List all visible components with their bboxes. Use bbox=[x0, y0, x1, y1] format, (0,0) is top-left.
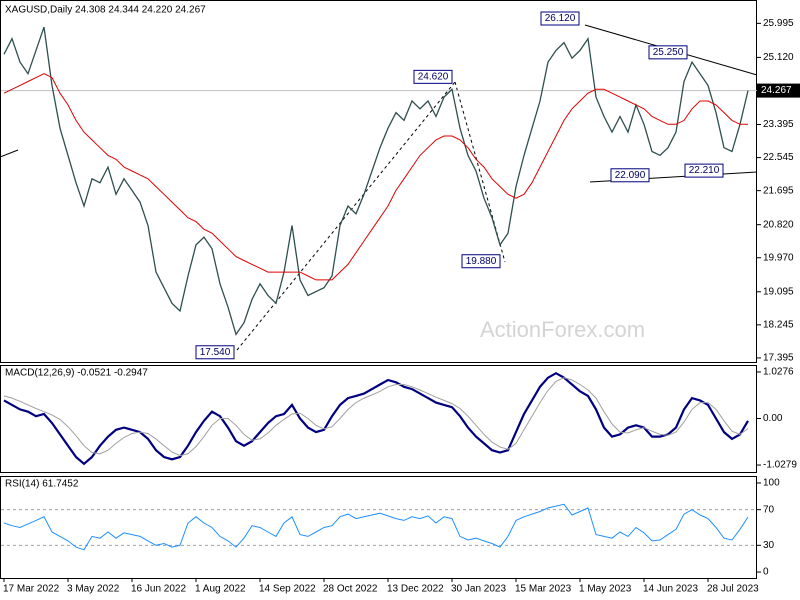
x-tick-label: 1 May 2023 bbox=[579, 584, 632, 595]
x-tick-label: 15 Mar 2023 bbox=[515, 584, 572, 595]
annotation-label: 24.620 bbox=[418, 71, 449, 82]
annotation-box bbox=[684, 163, 724, 178]
y-tick-label: 22.545 bbox=[763, 152, 794, 163]
y-tick-label: 19.095 bbox=[763, 286, 794, 297]
annotation-label: 22.210 bbox=[689, 165, 720, 176]
annotation-box bbox=[461, 254, 501, 269]
y-tick-label: 25.995 bbox=[763, 18, 794, 29]
x-tick-label: 17 Mar 2022 bbox=[3, 584, 60, 595]
series-line bbox=[3, 503, 749, 551]
x-tick-label: 14 Jun 2023 bbox=[643, 584, 698, 595]
series-line bbox=[3, 377, 749, 457]
series-line bbox=[3, 73, 748, 281]
annotation-label: 19.880 bbox=[466, 256, 497, 267]
annotation-label: 22.090 bbox=[615, 170, 646, 181]
y-tick-label: 70 bbox=[763, 504, 775, 515]
x-tick-label: 14 Sep 2022 bbox=[259, 584, 316, 595]
series-line bbox=[3, 26, 749, 336]
x-tick-label: 1 Aug 2022 bbox=[195, 584, 246, 595]
annotation-label: 25.250 bbox=[653, 47, 684, 58]
x-tick-label: 13 Dec 2022 bbox=[387, 584, 444, 595]
y-tick-label: 0 bbox=[763, 567, 769, 578]
trend-line bbox=[0, 149, 19, 158]
y-tick-label: 21.695 bbox=[763, 185, 794, 196]
annotation-box bbox=[413, 69, 453, 84]
price-title: XAGUSD,Daily 24.308 24.344 24.220 24.267 bbox=[5, 5, 206, 16]
annotation-box bbox=[610, 168, 650, 183]
y-tick-label: 0.00 bbox=[763, 413, 783, 424]
y-tick-label: 17.395 bbox=[763, 353, 794, 364]
dashed-line bbox=[454, 81, 506, 263]
y-tick-label: 19.970 bbox=[763, 252, 794, 263]
macd-title: MACD(12,26,9) -0.0521 -0.2947 bbox=[5, 368, 148, 379]
x-tick-label: 3 May 2022 bbox=[67, 584, 120, 595]
rsi-panel bbox=[0, 476, 757, 579]
annotation-box bbox=[648, 45, 688, 60]
x-tick-label: 16 Jun 2022 bbox=[131, 584, 186, 595]
watermark: ActionForex.com bbox=[480, 317, 645, 342]
macd-panel bbox=[0, 365, 757, 473]
price-label: 24.267 bbox=[761, 85, 792, 96]
annotation-box bbox=[195, 345, 235, 360]
y-tick-label: 18.245 bbox=[763, 319, 794, 330]
price-box bbox=[757, 83, 800, 98]
annotation-label: 26.120 bbox=[545, 13, 576, 24]
price-panel bbox=[0, 0, 757, 363]
y-tick-label: 20.820 bbox=[763, 219, 794, 230]
y-tick-label: 100 bbox=[763, 478, 780, 489]
y-tick-label: 25.120 bbox=[763, 52, 794, 63]
annotation-box bbox=[540, 11, 580, 26]
series-line bbox=[3, 371, 749, 466]
x-tick-label: 30 Jan 2023 bbox=[451, 584, 506, 595]
x-tick-label: 28 Jul 2023 bbox=[707, 584, 759, 595]
rsi-title: RSI(14) 61.7452 bbox=[5, 479, 79, 490]
y-tick-label: 30 bbox=[763, 540, 775, 551]
y-tick-label: 23.395 bbox=[763, 119, 794, 130]
y-tick-label: 1.0276 bbox=[763, 367, 794, 378]
annotation-label: 17.540 bbox=[200, 347, 231, 358]
x-tick-label: 28 Oct 2022 bbox=[323, 584, 378, 595]
y-tick-label: -1.0279 bbox=[763, 460, 797, 471]
